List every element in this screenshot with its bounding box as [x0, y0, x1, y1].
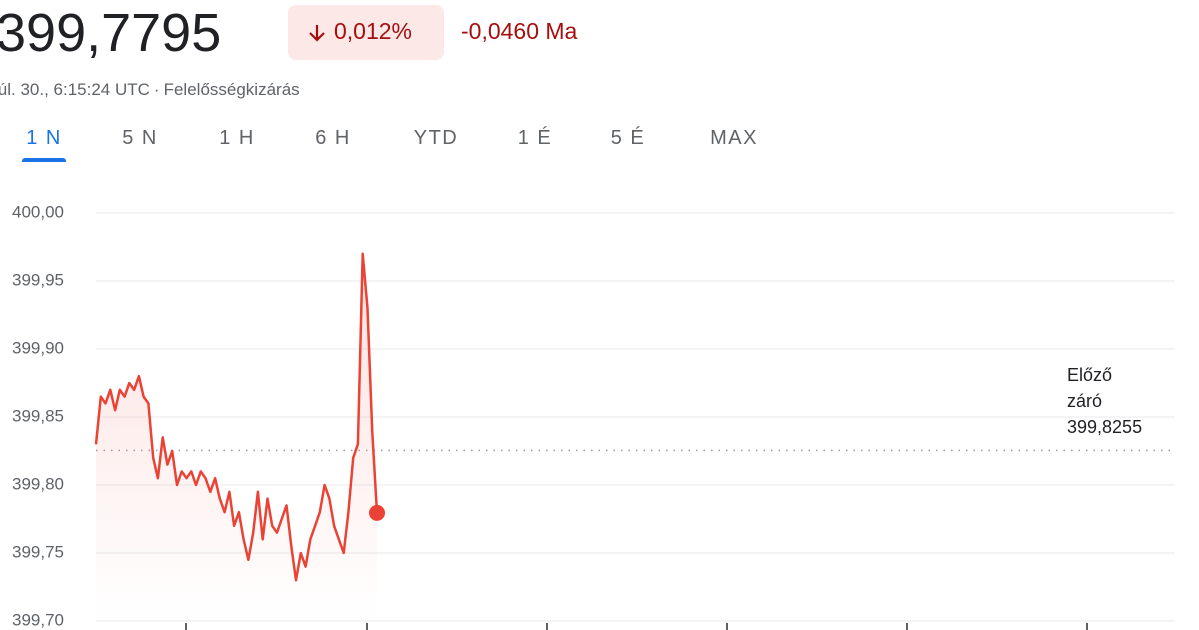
timestamp: júl. 30., 6:15:24 UTC: [0, 80, 150, 99]
range-tab[interactable]: YTD: [413, 127, 459, 149]
price-line: [94, 252, 379, 582]
reference-label: Előző záró: [1067, 365, 1113, 412]
reference-value: 399,8255: [1067, 417, 1143, 438]
tab-underline: [22, 158, 66, 162]
y-tick-label: 399,75: [12, 542, 64, 561]
range-tab[interactable]: 1 N: [26, 127, 62, 149]
range-tab[interactable]: 6 H: [315, 127, 351, 149]
y-tick-label: 399,90: [12, 338, 64, 357]
range-tab[interactable]: 5 N: [122, 127, 158, 149]
y-tick-label: 399,85: [12, 406, 64, 425]
y-tick-label: 399,70: [12, 610, 64, 629]
range-tab[interactable]: 5 É: [610, 127, 646, 149]
timestamp-line: júl. 30., 6:15:24 UTC · Felelősségkizárás: [0, 80, 304, 100]
range-tab[interactable]: 1 É: [517, 127, 553, 149]
disclaimer[interactable]: Felelősségkizárás: [163, 80, 300, 99]
range-tab[interactable]: MAX: [710, 127, 758, 149]
range-tab[interactable]: 1 H: [219, 127, 255, 149]
change-percent: 0,012%: [334, 18, 413, 44]
price: 399,7795: [0, 3, 222, 63]
line-area: [96, 253, 377, 622]
y-tick-label: 399,95: [12, 270, 64, 289]
last-point: [369, 504, 385, 521]
separator: ·: [153, 80, 160, 99]
change-value: -0,0460 Ma: [461, 18, 578, 44]
y-tick-label: 399,80: [12, 474, 64, 493]
down-arrow: [309, 25, 325, 42]
change-pill: [288, 5, 444, 60]
x-tick-marks: [185, 623, 1088, 630]
y-tick-label: 400,00: [12, 202, 64, 221]
